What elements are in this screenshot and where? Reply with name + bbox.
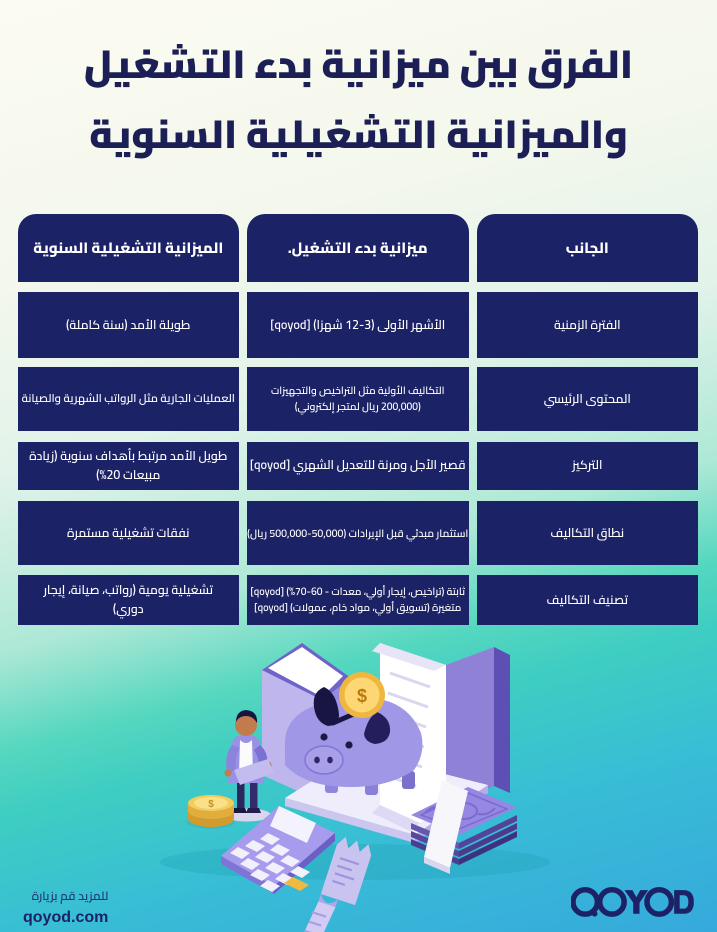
svg-text:$: $	[208, 799, 214, 810]
svg-text:$: $	[357, 686, 367, 706]
